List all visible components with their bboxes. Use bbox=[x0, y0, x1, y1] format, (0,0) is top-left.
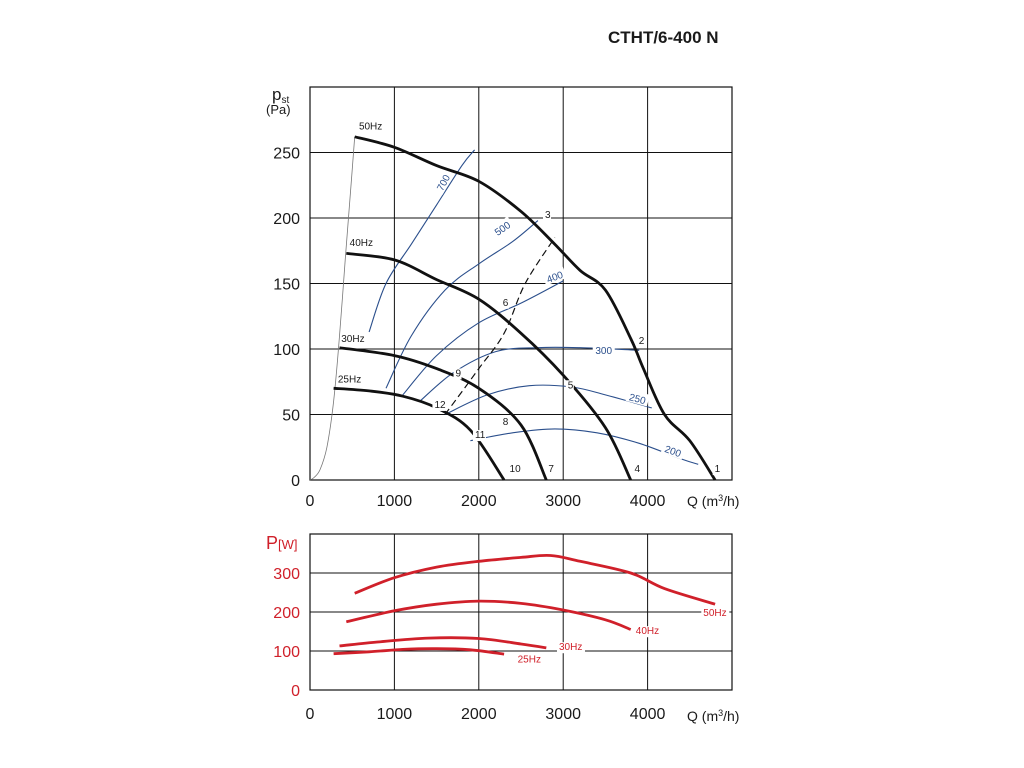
power-ylabel: P[W] bbox=[266, 533, 298, 553]
power-label-bg bbox=[701, 607, 730, 619]
pressure-xlabel: Q (m3/h) bbox=[687, 493, 739, 509]
rpm-label-250: 250 bbox=[628, 392, 647, 407]
power-curve-30Hz bbox=[339, 636, 547, 650]
power-label-bg bbox=[515, 654, 544, 666]
power-ytick-label: 100 bbox=[273, 644, 300, 661]
rpm-label-300: 300 bbox=[595, 346, 612, 357]
pressure-xtick-label: 4000 bbox=[630, 493, 666, 510]
speed-label-40Hz: 40Hz bbox=[350, 238, 373, 249]
pressure-ylabel: pst bbox=[272, 85, 289, 106]
rpm-curve-400 bbox=[402, 280, 564, 396]
best-efficiency-line bbox=[444, 237, 556, 415]
power-curves: 50Hz 40Hz 30Hz 25Hz bbox=[333, 553, 730, 666]
speed-label-25Hz: 25Hz bbox=[338, 374, 361, 385]
point-label-bg bbox=[636, 335, 645, 347]
pressure-xtick-label: 0 bbox=[306, 493, 315, 510]
rpm-curve-500 bbox=[385, 220, 539, 389]
operating-point-10: 10 bbox=[510, 464, 522, 475]
operating-point-8: 8 bbox=[503, 417, 509, 428]
power-label-50Hz: 50Hz bbox=[703, 608, 726, 619]
rpm-label-bg bbox=[625, 389, 650, 407]
power-xtick-label: 1000 bbox=[377, 706, 413, 723]
rpm-curve-250 bbox=[444, 384, 652, 415]
power-xtick-label: 3000 bbox=[545, 706, 581, 723]
power-ytick-label: 0 bbox=[291, 683, 300, 700]
power-label-bg bbox=[556, 642, 585, 654]
rpm-label-bg bbox=[592, 343, 615, 356]
rpm-label-bg bbox=[489, 216, 515, 239]
speed-curve-50Hz bbox=[354, 135, 717, 481]
pressure-labels: 0 1000 2000 3000 4000 0 50 100 150 200 250 pst(Pa) Q… bbox=[266, 85, 739, 510]
power-xlabel: Q (m3/h) bbox=[687, 708, 739, 724]
operating-point-11: 11 bbox=[475, 430, 486, 441]
pressure-ytick-label: 250 bbox=[273, 146, 300, 163]
operating-point-2: 2 bbox=[639, 336, 645, 347]
operating-point-3: 3 bbox=[545, 210, 551, 221]
power-ytick-label: 200 bbox=[273, 605, 300, 622]
operating-point-12: 12 bbox=[434, 400, 446, 411]
operating-point-5: 5 bbox=[568, 380, 574, 391]
point-label-bg bbox=[500, 297, 509, 309]
point-label-bg bbox=[453, 368, 462, 380]
operating-point-1: 1 bbox=[715, 464, 721, 475]
power-xtick-label: 4000 bbox=[630, 706, 666, 723]
power-label-40Hz: 40Hz bbox=[636, 626, 659, 637]
pressure-ytick-label: 50 bbox=[282, 408, 300, 425]
pressure-yunit: (Pa) bbox=[266, 102, 291, 117]
power-curve-25Hz bbox=[333, 647, 505, 656]
rpm-label-bg bbox=[542, 266, 567, 286]
pressure-xtick-label: 2000 bbox=[461, 493, 497, 510]
point-label-bg bbox=[543, 210, 552, 221]
power-ytick-label: 300 bbox=[273, 566, 300, 583]
point-label-bg bbox=[546, 464, 555, 476]
pressure-grid bbox=[309, 86, 733, 481]
operating-point-9: 9 bbox=[456, 369, 462, 380]
pressure-ytick-label: 100 bbox=[273, 342, 300, 359]
point-label-bg bbox=[507, 464, 521, 476]
pressure-xtick-label: 3000 bbox=[545, 493, 581, 510]
chart-title: CTHT/6-400 N bbox=[608, 28, 719, 47]
pressure-ytick-label: 200 bbox=[273, 211, 300, 228]
power-xtick-label: 2000 bbox=[461, 706, 497, 723]
speed-label-30Hz: 30Hz bbox=[341, 334, 364, 345]
power-label-bg bbox=[633, 626, 662, 638]
power-curve-50Hz bbox=[354, 553, 716, 606]
pressure-ytick-label: 0 bbox=[291, 473, 300, 490]
point-label-bg bbox=[500, 416, 509, 428]
operating-point-7: 7 bbox=[548, 464, 554, 475]
rpm-label-bg bbox=[432, 169, 453, 195]
pressure-ytick-label: 150 bbox=[273, 277, 300, 294]
rpm-label-200: 200 bbox=[663, 444, 683, 460]
operating-point-4: 4 bbox=[634, 464, 640, 475]
speed-curve-40Hz bbox=[346, 252, 632, 481]
power-label-25Hz: 25Hz bbox=[518, 655, 541, 666]
rpm-label-400: 400 bbox=[545, 270, 565, 286]
point-label-bg bbox=[565, 380, 574, 392]
power-xtick-label: 0 bbox=[306, 706, 315, 723]
speed-curve-30Hz bbox=[339, 346, 548, 481]
power-curve-40Hz bbox=[345, 599, 632, 631]
power-label-30Hz: 30Hz bbox=[559, 642, 582, 653]
speed-label-50Hz: 50Hz bbox=[359, 122, 382, 133]
point-label-bg bbox=[432, 399, 446, 411]
system-resistance-curve bbox=[309, 136, 356, 481]
point-label-bg bbox=[632, 464, 641, 476]
power-labels: 0 1000 2000 3000 4000 0 100 200 300 P[W] Q (m3/h) bbox=[266, 533, 739, 724]
operating-point-6: 6 bbox=[503, 298, 509, 309]
rpm-curve-700 bbox=[368, 149, 476, 333]
pressure-xtick-label: 1000 bbox=[377, 493, 413, 510]
point-label-bg bbox=[472, 430, 486, 442]
point-label-bg bbox=[712, 464, 721, 476]
rpm-label-bg bbox=[660, 440, 686, 460]
